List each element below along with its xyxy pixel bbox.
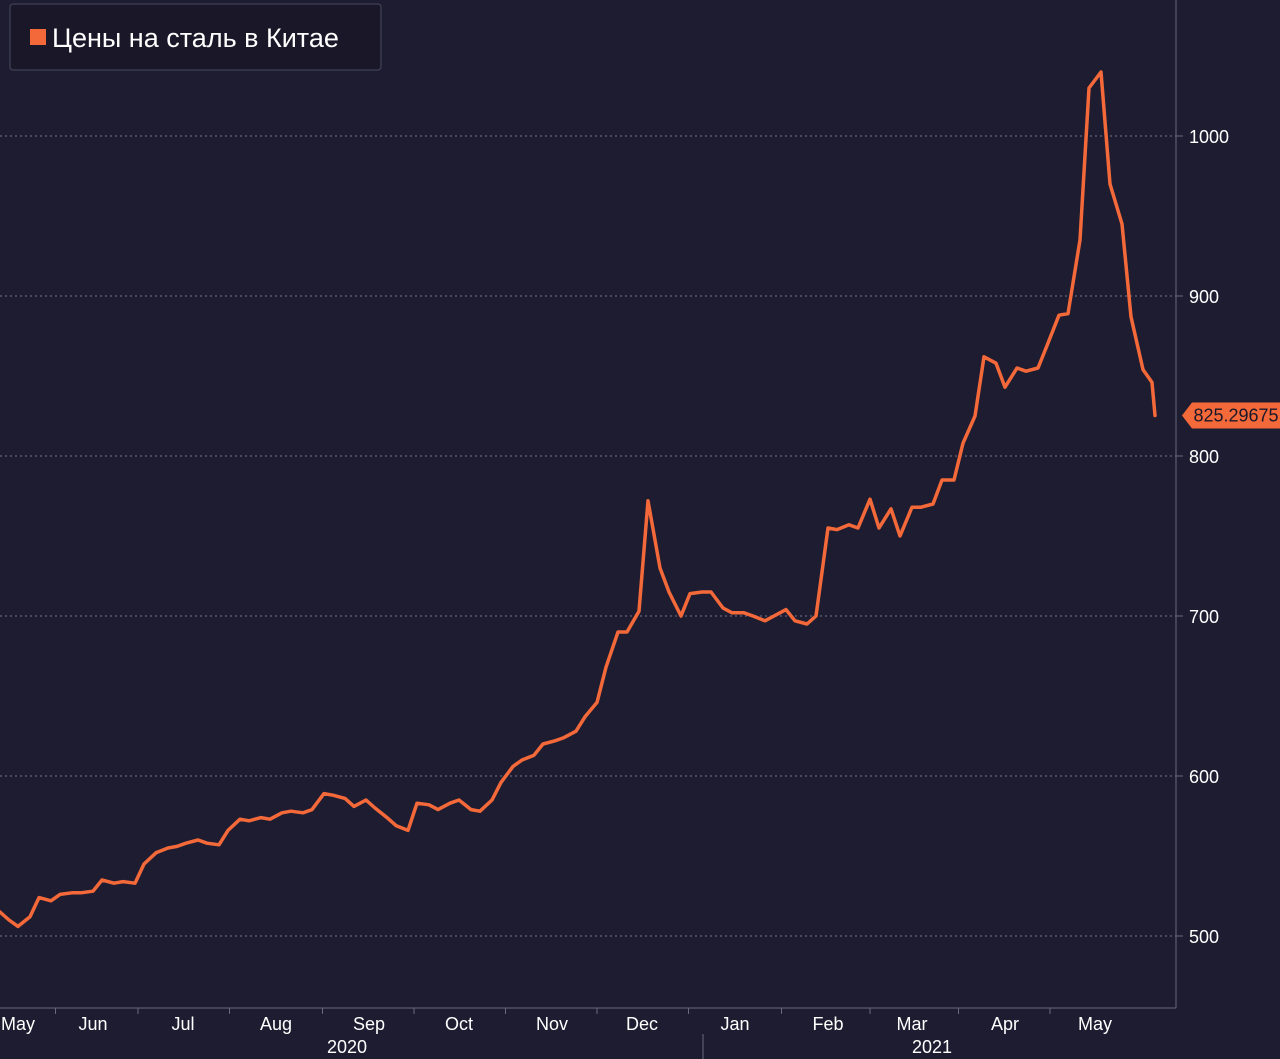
x-tick-label-10: Mar [897, 1014, 928, 1034]
year-labels: 2020 2021 [327, 1034, 952, 1059]
x-tick-label-1: Jun [78, 1014, 107, 1034]
y-tick-labels: 500 600 700 800 900 1000 [1176, 127, 1229, 947]
x-tick-label-9: Feb [812, 1014, 843, 1034]
last-value-marker: 825.29675 [1182, 402, 1280, 429]
y-tick-label-500: 500 [1189, 927, 1219, 947]
x-tick-label-2: Jul [171, 1014, 194, 1034]
y-tick-label-1000: 1000 [1189, 127, 1229, 147]
x-tick-label-0: May [1, 1014, 35, 1034]
y-tick-label-900: 900 [1189, 287, 1219, 307]
y-tick-label-700: 700 [1189, 607, 1219, 627]
last-value-label: 825.29675 [1193, 406, 1278, 426]
year-label-2021: 2021 [912, 1037, 952, 1057]
year-label-2020: 2020 [327, 1037, 367, 1057]
last-value-tag [1182, 402, 1280, 429]
gridlines [0, 135, 1176, 937]
legend: Цены на сталь в Китае [9, 3, 382, 71]
legend-label: Цены на сталь в Китае [52, 23, 339, 53]
x-tick-label-12: May [1078, 1014, 1112, 1034]
x-tick-label-3: Aug [260, 1014, 292, 1034]
legend-swatch [30, 29, 46, 45]
x-tick-label-11: Apr [991, 1014, 1019, 1034]
x-tick-labels: May Jun Jul Aug Sep Oct Nov Dec Jan Feb Mar Apr May [1, 1008, 1112, 1034]
x-tick-label-6: Nov [536, 1014, 568, 1034]
y-tick-label-800: 800 [1189, 447, 1219, 467]
legend-box [9, 3, 382, 71]
x-tick-label-5: Oct [445, 1014, 473, 1034]
x-tick-label-4: Sep [353, 1014, 385, 1034]
y-tick-label-600: 600 [1189, 767, 1219, 787]
series-line-steel-price [0, 70, 1157, 929]
x-tick-label-8: Jan [720, 1014, 749, 1034]
x-tick-label-7: Dec [626, 1014, 658, 1034]
